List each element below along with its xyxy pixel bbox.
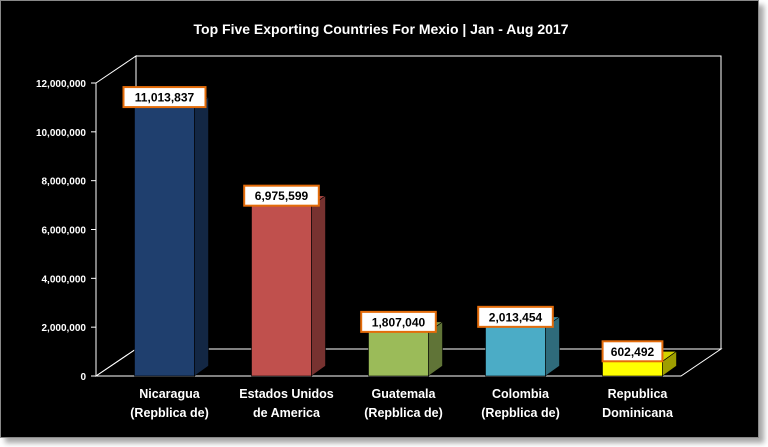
- data-label-box: [122, 86, 207, 109]
- bars: [133, 96, 678, 377]
- y-tick-label: 0: [80, 372, 86, 383]
- data-label: 602,492: [601, 340, 664, 363]
- category-label: Colombia (Repblica de): [481, 387, 560, 420]
- data-label-text: 602,492: [611, 345, 655, 359]
- data-label-text: 2,013,454: [489, 310, 543, 324]
- data-label-box: [360, 310, 437, 333]
- category-label-line: (Repblica de): [364, 406, 443, 420]
- data-label: 6,975,599: [243, 184, 320, 207]
- category-label-line: (Repblica de): [130, 406, 209, 420]
- data-label-text: 6,975,599: [255, 189, 309, 203]
- bar-front: [134, 106, 195, 377]
- category-label-line: Guatemala: [372, 387, 437, 401]
- category-label-line: de America: [253, 406, 321, 420]
- bar-side: [194, 96, 209, 377]
- y-tick-label: 12,000,000: [36, 79, 86, 90]
- category-label-line: Colombia: [492, 387, 550, 401]
- category-label: Nicaragua (Repblica de): [130, 387, 209, 420]
- bar-front: [251, 205, 312, 377]
- bar-side: [311, 195, 326, 377]
- bar: [133, 96, 210, 377]
- back-wall: [135, 55, 722, 350]
- data-label: 11,013,837: [122, 86, 207, 109]
- chart-title: Top Five Exporting Countries For Mexio |…: [194, 21, 569, 37]
- data-label: 2,013,454: [477, 305, 554, 328]
- data-label-text: 11,013,837: [135, 91, 195, 105]
- bar-front: [368, 331, 429, 377]
- data-labels: 11,013,837 6,975,599 1,807,040 2,013,454 602…: [122, 86, 664, 363]
- category-label: Republica Dominicana: [602, 387, 674, 420]
- data-label-text: 1,807,040: [372, 315, 426, 329]
- data-label: 1,807,040: [360, 310, 437, 333]
- bar-chart: Top Five Exporting Countries For Mexio |…: [36, 21, 723, 420]
- data-label-box: [477, 305, 554, 328]
- data-label-box: [243, 184, 320, 207]
- bar-front: [485, 326, 546, 377]
- y-tick-label: 2,000,000: [42, 323, 87, 334]
- data-label-box: [601, 340, 664, 363]
- y-tick-label: 4,000,000: [42, 274, 87, 285]
- category-label-line: Estados Unidos: [239, 387, 334, 401]
- category-label-line: Republica: [608, 387, 669, 401]
- y-tick-label: 10,000,000: [36, 128, 86, 139]
- x-axis-categories: Nicaragua (Repblica de) Estados Unidos de A…: [130, 387, 674, 420]
- category-label-line: Nicaragua: [139, 387, 200, 401]
- bar: [250, 195, 327, 377]
- y-tick-label: 8,000,000: [42, 177, 87, 188]
- bar-front: [602, 360, 663, 377]
- y-tick-label: 6,000,000: [42, 226, 87, 237]
- category-label-line: (Repblica de): [481, 406, 560, 420]
- y-axis-ticks: 0 2,000,000 4,000,000 6,000,000 8,000,000 10,…: [36, 79, 96, 383]
- category-label: Guatemala (Repblica de): [364, 387, 443, 420]
- category-label: Estados Unidos de America: [239, 387, 334, 420]
- chart-frame: Top Five Exporting Countries For Mexio |…: [0, 0, 759, 438]
- category-label-line: Dominicana: [602, 406, 674, 420]
